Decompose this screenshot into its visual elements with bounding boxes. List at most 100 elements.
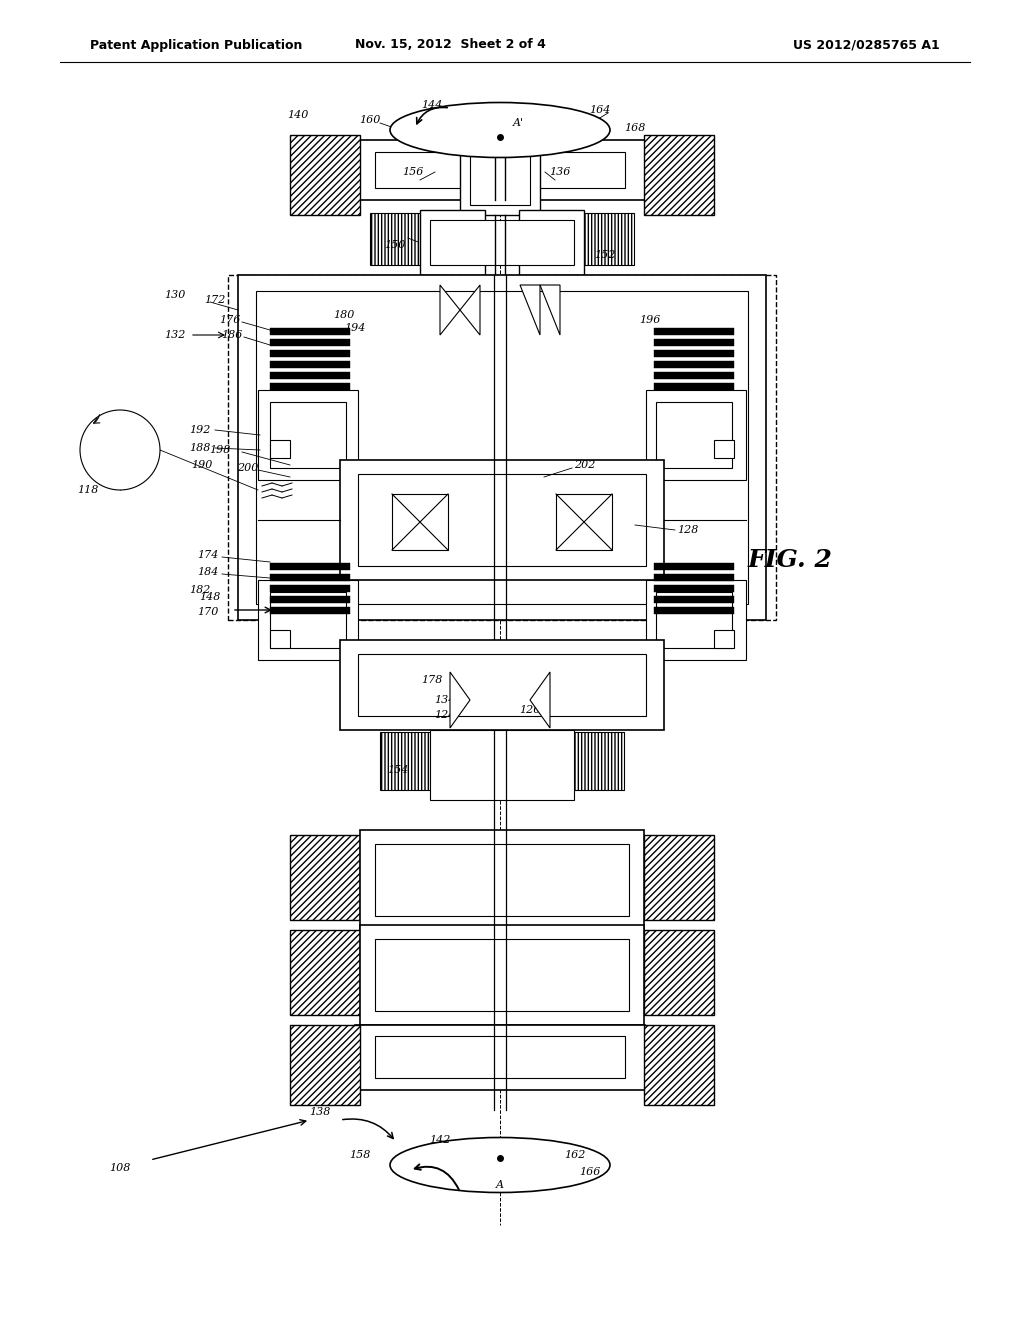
Text: 108: 108 (110, 1163, 131, 1173)
Bar (270, 350, 350, 356)
Polygon shape (440, 285, 460, 335)
Text: A: A (496, 1180, 504, 1191)
Bar (654, 339, 734, 346)
Bar (654, 360, 734, 368)
Bar (340, 640, 664, 730)
Bar (270, 585, 350, 591)
Bar (714, 440, 734, 458)
Text: 132: 132 (164, 330, 185, 341)
Bar (258, 579, 358, 660)
Text: 198: 198 (209, 445, 230, 455)
Text: 166: 166 (580, 1167, 601, 1177)
Bar (574, 733, 624, 789)
Text: FIG. 2: FIG. 2 (748, 548, 833, 572)
Text: 152: 152 (594, 249, 615, 260)
Text: 134: 134 (434, 696, 456, 705)
Bar (714, 630, 734, 648)
Text: 194: 194 (344, 323, 366, 333)
Bar (238, 275, 766, 620)
Bar (654, 597, 734, 603)
Bar (270, 440, 290, 458)
Text: 178: 178 (421, 675, 442, 685)
Text: 126: 126 (519, 705, 541, 715)
Text: Nov. 15, 2012  Sheet 2 of 4: Nov. 15, 2012 Sheet 2 of 4 (354, 38, 546, 51)
Polygon shape (460, 285, 480, 335)
Text: 176: 176 (219, 315, 241, 325)
Bar (420, 210, 485, 275)
Polygon shape (540, 285, 560, 335)
Text: 180: 180 (334, 310, 354, 319)
Text: 158: 158 (349, 1150, 371, 1160)
Ellipse shape (390, 103, 610, 157)
Text: 160: 160 (359, 115, 381, 125)
Bar (270, 339, 350, 346)
Text: 150: 150 (384, 240, 406, 249)
Bar (430, 730, 574, 800)
Text: US 2012/0285765 A1: US 2012/0285765 A1 (794, 38, 940, 51)
Bar (290, 931, 360, 1015)
Bar (270, 574, 350, 581)
Bar (358, 653, 646, 715)
Text: 168: 168 (625, 123, 646, 133)
Bar (644, 1026, 714, 1105)
Bar (290, 1026, 360, 1105)
Bar (270, 591, 346, 648)
Bar (392, 494, 449, 550)
Bar (338, 275, 452, 360)
Bar (644, 135, 714, 215)
Polygon shape (530, 672, 550, 729)
Bar (375, 843, 629, 916)
Bar (258, 389, 358, 480)
Text: 164: 164 (590, 106, 610, 115)
Bar (460, 135, 540, 215)
Bar (654, 372, 734, 379)
Text: 156: 156 (402, 168, 424, 177)
Bar (556, 494, 612, 550)
Polygon shape (450, 672, 470, 729)
Bar (644, 931, 714, 1015)
Text: 172: 172 (205, 294, 225, 305)
Bar (270, 383, 350, 389)
Bar (360, 925, 644, 1026)
Polygon shape (520, 285, 540, 335)
Text: 130: 130 (164, 290, 185, 300)
Text: Patent Application Publication: Patent Application Publication (90, 38, 302, 51)
Bar (270, 607, 350, 614)
Bar (375, 939, 629, 1011)
Bar (654, 574, 734, 581)
Text: 142: 142 (429, 1135, 451, 1144)
Text: 148: 148 (200, 591, 221, 602)
Bar (654, 564, 734, 570)
Bar (430, 220, 574, 265)
Ellipse shape (390, 1138, 610, 1192)
Text: 202: 202 (574, 459, 596, 470)
Text: 154: 154 (387, 766, 409, 775)
Bar (370, 213, 420, 265)
Bar (656, 591, 732, 648)
Bar (654, 383, 734, 389)
Bar (375, 1036, 625, 1078)
Bar (654, 607, 734, 614)
Text: 188: 188 (189, 444, 211, 453)
Bar (654, 327, 734, 335)
Text: 162: 162 (564, 1150, 586, 1160)
Text: A': A' (512, 117, 523, 128)
Bar (360, 830, 644, 931)
Text: 136: 136 (549, 168, 570, 177)
Bar (290, 135, 360, 215)
Text: 170: 170 (198, 607, 219, 616)
Bar (654, 350, 734, 356)
Text: 184: 184 (198, 568, 219, 577)
Text: 186: 186 (221, 330, 243, 341)
Bar (228, 275, 776, 620)
Bar (654, 585, 734, 591)
Bar (644, 836, 714, 920)
Bar (646, 579, 746, 660)
Bar (270, 327, 350, 335)
Text: 144: 144 (421, 100, 442, 110)
Bar (290, 836, 360, 920)
Text: 200: 200 (238, 463, 259, 473)
Bar (380, 733, 430, 789)
Bar (519, 210, 584, 275)
Bar (270, 564, 350, 570)
